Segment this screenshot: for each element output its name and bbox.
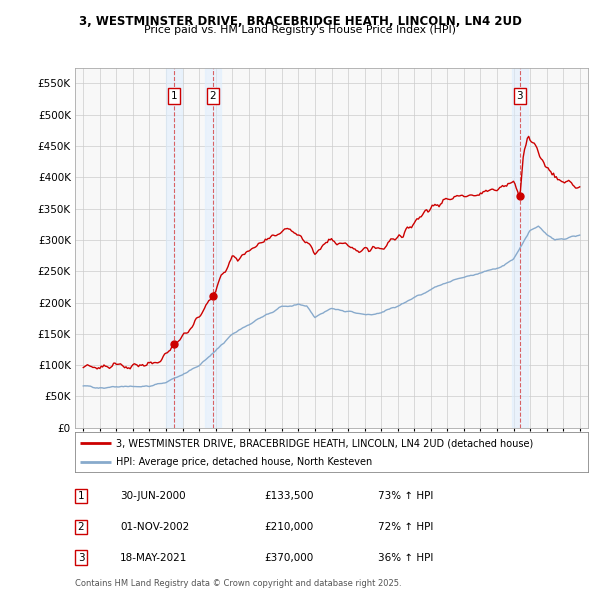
Text: 3, WESTMINSTER DRIVE, BRACEBRIDGE HEATH, LINCOLN, LN4 2UD (detached house): 3, WESTMINSTER DRIVE, BRACEBRIDGE HEATH,…: [116, 438, 533, 448]
Text: Price paid vs. HM Land Registry's House Price Index (HPI): Price paid vs. HM Land Registry's House …: [144, 25, 456, 35]
Bar: [166, 68, 182, 428]
Text: £370,000: £370,000: [264, 553, 313, 562]
Text: 3: 3: [517, 91, 523, 101]
Text: 3: 3: [77, 553, 85, 562]
Text: 2: 2: [77, 522, 85, 532]
Text: 18-MAY-2021: 18-MAY-2021: [120, 553, 187, 562]
Text: 72% ↑ HPI: 72% ↑ HPI: [378, 522, 433, 532]
Text: 30-JUN-2000: 30-JUN-2000: [120, 491, 185, 501]
Text: 01-NOV-2002: 01-NOV-2002: [120, 522, 189, 532]
Text: 3, WESTMINSTER DRIVE, BRACEBRIDGE HEATH, LINCOLN, LN4 2UD: 3, WESTMINSTER DRIVE, BRACEBRIDGE HEATH,…: [79, 15, 521, 28]
Text: Contains HM Land Registry data © Crown copyright and database right 2025.
This d: Contains HM Land Registry data © Crown c…: [75, 579, 401, 590]
Text: 36% ↑ HPI: 36% ↑ HPI: [378, 553, 433, 562]
Text: 2: 2: [209, 91, 216, 101]
Text: HPI: Average price, detached house, North Kesteven: HPI: Average price, detached house, Nort…: [116, 457, 372, 467]
Bar: [205, 68, 221, 428]
Text: 1: 1: [77, 491, 85, 501]
Text: £210,000: £210,000: [264, 522, 313, 532]
Text: 73% ↑ HPI: 73% ↑ HPI: [378, 491, 433, 501]
Text: £133,500: £133,500: [264, 491, 314, 501]
Bar: [512, 68, 528, 428]
Text: 1: 1: [171, 91, 178, 101]
